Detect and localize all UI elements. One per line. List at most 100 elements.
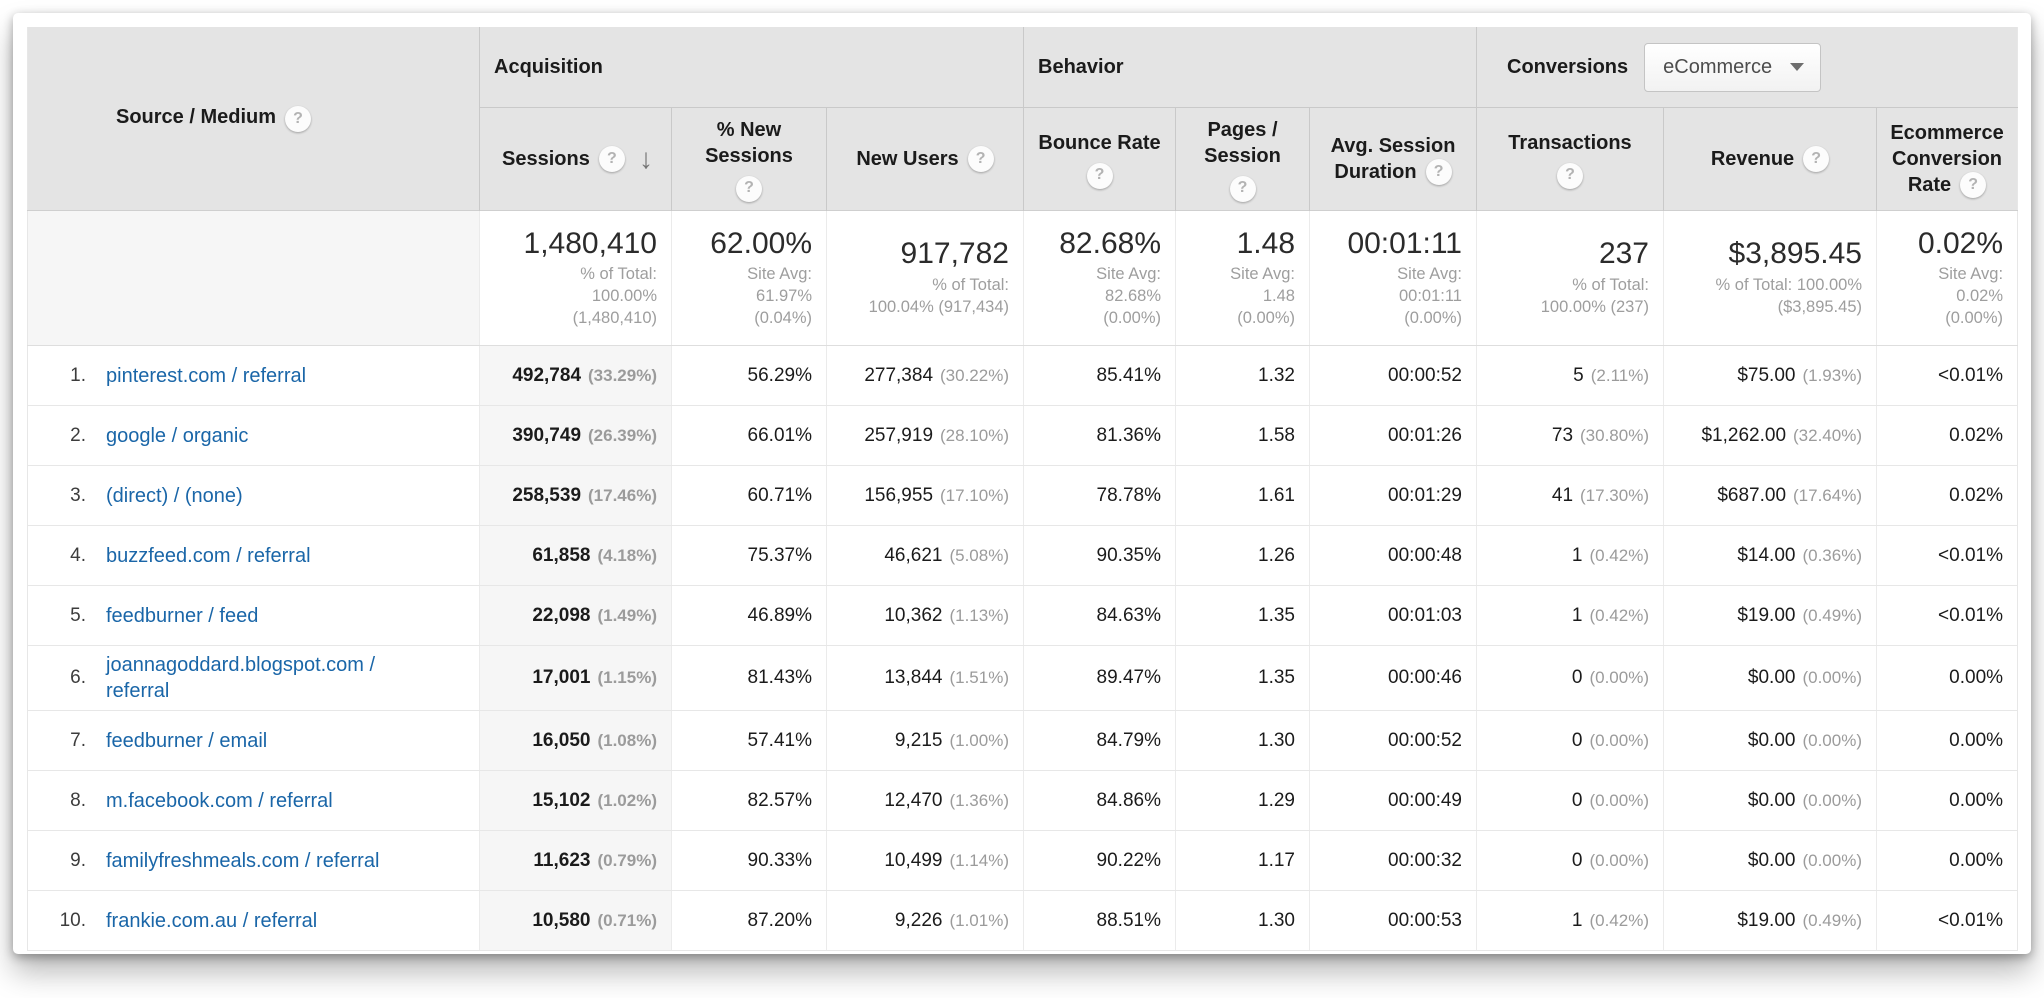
revenue-cell: $19.00 (0.49%) (1663, 890, 1877, 951)
source-medium-link[interactable]: feedburner / feed (106, 604, 259, 627)
source-medium-link[interactable]: google / organic (106, 424, 249, 447)
conversions-goal-dropdown[interactable]: eCommerce (1644, 42, 1822, 92)
source-medium-link[interactable]: familyfreshmeals.com / referral (106, 849, 380, 872)
column-header-new-users[interactable]: New Users? (826, 107, 1024, 211)
bounce-rate-value: 84.79% (1096, 729, 1161, 751)
new-sessions-cell: 57.41% (671, 710, 827, 771)
totals-new-sessions-value: 62.00% (710, 226, 812, 260)
help-icon[interactable]: ? (285, 105, 312, 132)
source-medium-cell: 8. m.facebook.com / referral (27, 770, 480, 831)
new-sessions-cell: 75.37% (671, 525, 827, 586)
new-sessions-value: 81.43% (747, 667, 812, 688)
column-header-source-medium[interactable]: Source / Medium? (27, 27, 480, 211)
column-header-pages-session[interactable]: Pages / Session ? (1175, 107, 1310, 211)
revenue-value: $0.00 (1747, 667, 1796, 688)
help-icon[interactable]: ? (1229, 175, 1256, 202)
duration-value: 00:00:46 (1388, 667, 1462, 688)
transactions-percent: (0.00%) (1589, 850, 1649, 870)
transactions-value: 1 (1571, 604, 1583, 626)
sessions-value: 10,580 (532, 909, 591, 931)
transactions-percent: (0.00%) (1589, 668, 1649, 687)
analytics-table-panel: Source / Medium? Acquisition Behavior Co… (13, 13, 2031, 954)
row-number: 9. (70, 849, 86, 871)
transactions-cell: 0 (0.00%) (1476, 770, 1664, 831)
bounce-rate-cell: 90.35% (1023, 525, 1176, 586)
revenue-percent: (17.64%) (1793, 485, 1862, 505)
source-medium-link[interactable]: feedburner / email (106, 729, 268, 752)
source-medium-link[interactable]: pinterest.com / referral (106, 364, 307, 387)
column-header-ecommerce-conversion-rate[interactable]: Ecommerce Conversion Rate? (1875, 107, 2018, 211)
help-icon[interactable]: ? (1425, 159, 1452, 185)
column-header-bounce-rate[interactable]: Bounce Rate ? (1023, 107, 1176, 211)
column-header-revenue[interactable]: Revenue? (1663, 107, 1877, 211)
pages-session-value: 1.35 (1258, 604, 1295, 626)
transactions-percent: (0.42%) (1589, 605, 1649, 625)
help-icon[interactable]: ? (1803, 146, 1830, 172)
transactions-percent: (0.42%) (1589, 910, 1649, 930)
avg-session-duration-cell: 00:00:49 (1309, 770, 1477, 831)
new-sessions-cell: 87.20% (671, 890, 827, 951)
new-sessions-cell: 82.57% (671, 770, 827, 831)
revenue-value: $19.00 (1737, 604, 1796, 626)
table-row: 6. joannagoddard.blogspot.com / referral… (27, 645, 2018, 711)
new-sessions-value: 66.01% (747, 424, 812, 446)
ecommerce-conversion-rate-cell: 0.00% (1875, 645, 2018, 711)
help-icon[interactable]: ? (1557, 162, 1583, 189)
ecr-value: <0.01% (1938, 364, 2004, 386)
pages-session-value: 1.26 (1258, 544, 1295, 566)
pages-session-value: 1.30 (1258, 729, 1295, 751)
totals-ecr-value: 0.02% (1917, 226, 2004, 260)
help-icon[interactable]: ? (967, 146, 994, 172)
avg-session-duration-cell: 00:00:46 (1309, 645, 1477, 711)
source-medium-link[interactable]: joannagoddard.blogspot.com / referral (106, 654, 376, 702)
revenue-cell: $19.00 (0.49%) (1663, 585, 1877, 646)
bounce-rate-value: 84.63% (1096, 604, 1161, 626)
new-sessions-cell: 60.71% (671, 465, 827, 526)
column-header-transactions[interactable]: Transactions ? (1476, 107, 1664, 211)
new-sessions-value: 75.37% (747, 544, 812, 566)
help-icon[interactable]: ? (1086, 162, 1113, 189)
ecommerce-conversion-rate-cell: 0.00% (1875, 830, 2018, 891)
column-header-new-sessions[interactable]: % New Sessions ? (671, 107, 827, 211)
new-users-value: 156,955 (864, 484, 934, 506)
totals-pages-session-value: 1.48 (1236, 226, 1295, 260)
duration-header-label-line2: Duration (1334, 161, 1417, 183)
totals-new-users-subtext: % of Total: 100.04% (917,434) (868, 275, 1009, 316)
ecr-value: 0.02% (1949, 484, 2004, 506)
bounce-rate-value: 78.78% (1096, 484, 1161, 506)
column-header-sessions[interactable]: Sessions? ↓ (479, 107, 672, 211)
bounce-rate-value: 88.51% (1096, 909, 1161, 931)
source-medium-link[interactable]: buzzfeed.com / referral (106, 544, 311, 567)
source-medium-link[interactable]: (direct) / (none) (106, 484, 243, 507)
revenue-percent: (0.49%) (1802, 605, 1862, 625)
new-users-value: 277,384 (864, 364, 934, 386)
source-medium-link[interactable]: frankie.com.au / referral (106, 909, 318, 932)
totals-sessions: 1,480,410 % of Total: 100.00% (1,480,410… (479, 210, 672, 346)
source-medium-link[interactable]: m.facebook.com / referral (106, 789, 333, 812)
revenue-cell: $0.00 (0.00%) (1663, 830, 1877, 891)
help-icon[interactable]: ? (1960, 172, 1987, 198)
help-icon[interactable]: ? (598, 146, 625, 172)
ecommerce-conversion-rate-cell: <0.01% (1875, 890, 2018, 951)
source-medium-cell: 1. pinterest.com / referral (27, 345, 480, 406)
new-users-value: 9,226 (894, 909, 943, 931)
revenue-value: $0.00 (1747, 789, 1796, 811)
source-medium-cell: 3. (direct) / (none) (27, 465, 480, 526)
avg-session-duration-cell: 00:00:52 (1309, 345, 1477, 406)
acquisition-group-label: Acquisition (494, 55, 603, 78)
column-header-avg-session-duration[interactable]: Avg. Session Duration? (1309, 107, 1477, 211)
pages-session-value: 1.32 (1258, 364, 1295, 386)
transactions-value: 0 (1571, 667, 1583, 688)
help-icon[interactable]: ? (736, 175, 762, 202)
totals-new-sessions-subtext: Site Avg: 61.97% (0.04%) (747, 265, 812, 327)
new-users-cell: 10,362 (1.13%) (826, 585, 1024, 646)
new-users-percent: (1.51%) (949, 668, 1009, 687)
avg-session-duration-cell: 00:00:52 (1309, 710, 1477, 771)
table-row: 9. familyfreshmeals.com / referral 11,62… (27, 830, 2018, 891)
new-sessions-cell: 66.01% (671, 405, 827, 466)
ecommerce-conversion-rate-cell: 0.02% (1875, 465, 2018, 526)
source-medium-cell: 4. buzzfeed.com / referral (27, 525, 480, 586)
ecommerce-conversion-rate-cell: <0.01% (1875, 345, 2018, 406)
sort-desc-icon[interactable]: ↓ (639, 143, 653, 174)
bounce-rate-value: 90.35% (1096, 544, 1161, 566)
